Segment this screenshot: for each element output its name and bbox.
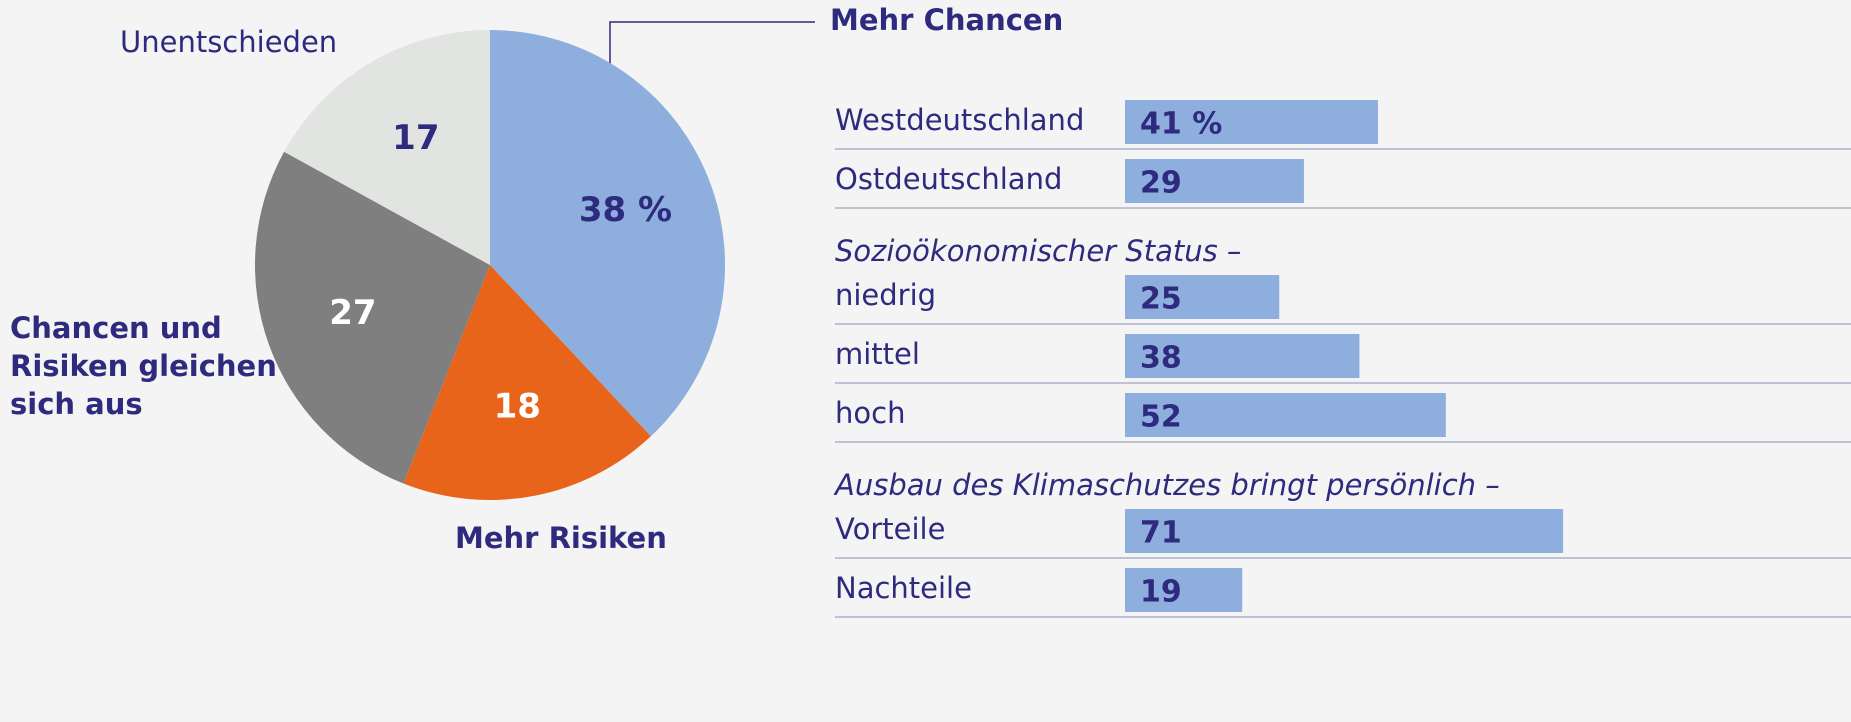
category-label: hoch xyxy=(835,396,905,430)
category-label: Vorteile xyxy=(835,512,945,546)
pie-slice xyxy=(403,265,651,500)
pie-label: Mehr Risiken xyxy=(455,521,667,555)
bar xyxy=(1125,334,1360,378)
slice-label: 17 xyxy=(392,118,439,158)
category-label: Ostdeutschland xyxy=(835,162,1062,196)
slice-label: 27 xyxy=(329,293,376,333)
category-label: niedrig xyxy=(835,278,936,312)
value-label: 19 xyxy=(1140,575,1182,610)
bar-title: Mehr Chancen xyxy=(830,3,1063,37)
section-heading: Ausbau des Klimaschutzes bringt persönli… xyxy=(833,468,1500,502)
bar xyxy=(1125,393,1446,437)
slice-label: 38 % xyxy=(579,190,672,230)
bar xyxy=(1125,159,1304,203)
category-label: mittel xyxy=(835,337,920,371)
value-label: 52 xyxy=(1140,400,1182,435)
slice-label: 18 xyxy=(494,387,541,427)
value-label: 25 xyxy=(1140,282,1182,317)
bar xyxy=(1125,509,1564,553)
pie-label: Chancen und Risiken gleichen sich aus xyxy=(10,311,277,421)
pie-slice xyxy=(490,30,725,437)
value-label: 29 xyxy=(1140,166,1182,201)
pie-slice xyxy=(284,30,490,265)
section-heading: Sozioökonomischer Status – xyxy=(835,234,1241,268)
value-label: 41 % xyxy=(1140,107,1222,142)
category-label: Nachteile xyxy=(835,571,972,605)
pie-slice xyxy=(254,151,490,484)
bar xyxy=(1125,568,1243,612)
value-label: 38 xyxy=(1140,341,1182,376)
bar xyxy=(1125,275,1280,319)
pie-label: Unentschieden xyxy=(120,25,337,59)
category-label: Westdeutschland xyxy=(835,103,1084,137)
bar xyxy=(1125,100,1378,144)
value-label: 71 xyxy=(1140,516,1182,551)
